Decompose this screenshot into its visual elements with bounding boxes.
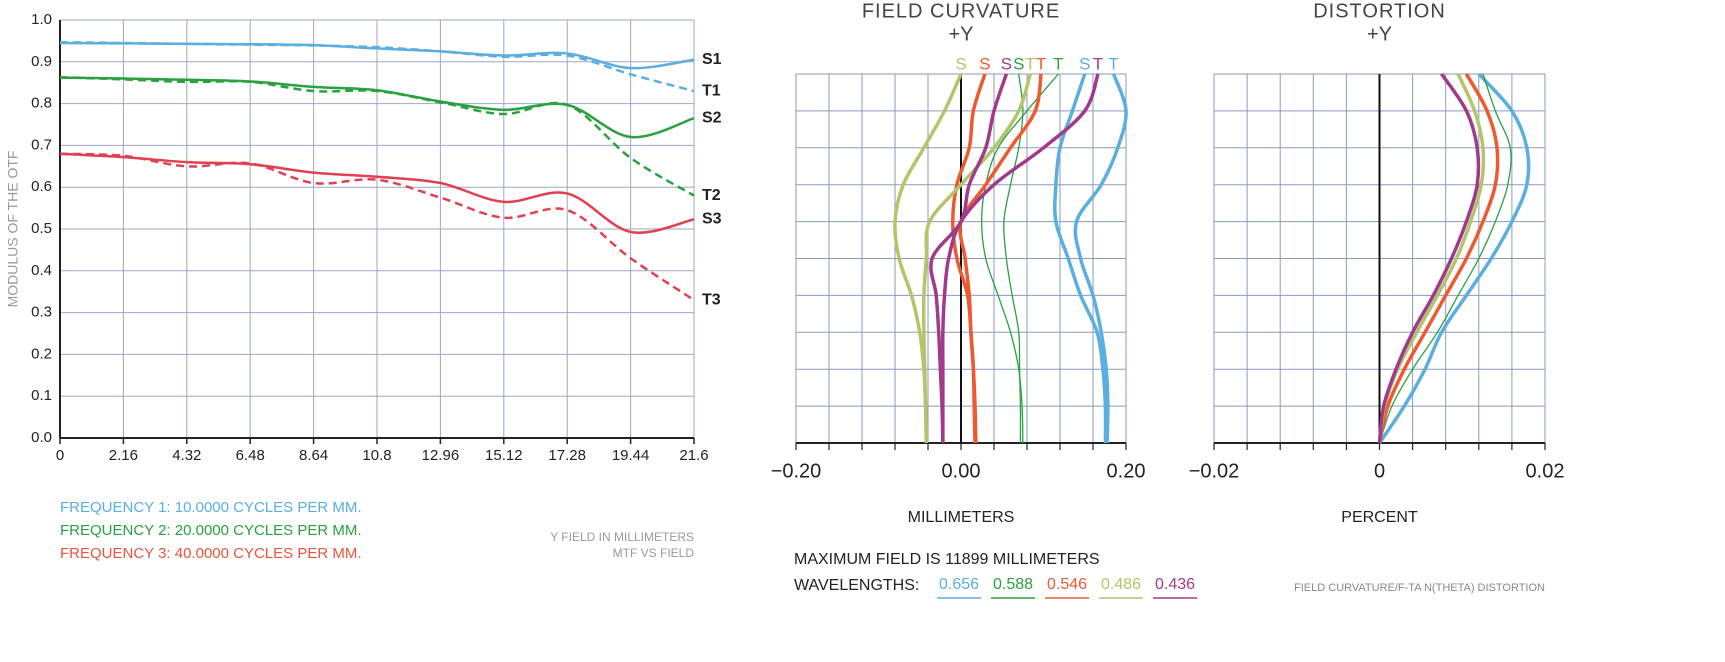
- profile-curve: [1378, 72, 1531, 444]
- frequency-note: FREQUENCY 2: 20.0000 CYCLES PER MM.: [60, 522, 362, 539]
- series-label: S3: [702, 211, 722, 228]
- curve-label: T: [1093, 54, 1103, 73]
- curve-label: T: [1036, 54, 1046, 73]
- curve-label: T: [1108, 54, 1118, 73]
- wavelength: 0.436: [1155, 576, 1195, 593]
- curve-label: S: [1013, 54, 1024, 73]
- curve-label: S: [979, 54, 990, 73]
- profile-curve: [921, 73, 1032, 444]
- wavelengths-label: WAVELENGTHS:: [794, 577, 919, 594]
- y-tick-label: 0.5: [31, 220, 52, 237]
- y-tick-label: 0.9: [31, 53, 52, 70]
- wavelength: 0.588: [993, 576, 1033, 593]
- x-tick-label: 8.64: [299, 447, 328, 464]
- x-tick-label: 19.44: [612, 447, 650, 464]
- x-tick-label: 21.6: [679, 447, 708, 464]
- y-tick-label: 0.7: [31, 136, 52, 153]
- frequency-note: FREQUENCY 1: 10.0000 CYCLES PER MM.: [60, 499, 362, 516]
- wavelength: 0.656: [939, 576, 979, 593]
- series-label: S2: [702, 109, 722, 126]
- x-tick-label: −0.20: [771, 460, 822, 482]
- x-axis-label: PERCENT: [1341, 509, 1418, 526]
- x-tick-label: 2.16: [109, 447, 138, 464]
- series-label: S1: [702, 51, 722, 68]
- x-tick-label: 17.28: [548, 447, 586, 464]
- profile-curve: [1377, 73, 1500, 444]
- y-tick-label: 0.8: [31, 95, 52, 112]
- curve-label: S: [955, 54, 966, 73]
- x-axis-label: MILLIMETERS: [908, 509, 1015, 526]
- x-tick-label: 10.8: [362, 447, 391, 464]
- mtf-curve: [59, 76, 695, 197]
- y-tick-label: 0.0: [31, 429, 52, 446]
- x-tick-label: −0.02: [1189, 460, 1240, 482]
- x-tick-label: 12.96: [422, 447, 460, 464]
- profile-curve: [958, 73, 1043, 444]
- curve-label: S: [1079, 54, 1090, 73]
- x-tick-label: 4.32: [172, 447, 201, 464]
- y-tick-label: 0.4: [31, 262, 52, 279]
- profile-curve: [980, 73, 1059, 444]
- series-label: T1: [702, 82, 721, 99]
- profile-curve: [1053, 73, 1108, 444]
- y-tick-label: 0.3: [31, 304, 52, 321]
- profile-curve: [929, 73, 1009, 444]
- chart-subtitle: +Y: [1367, 23, 1392, 45]
- x-tick-label: 0: [56, 447, 64, 464]
- curve-label: S: [1001, 54, 1012, 73]
- x-tick-label: 0.02: [1526, 460, 1565, 482]
- y-tick-label: 0.1: [31, 387, 52, 404]
- profile-curve: [1073, 73, 1128, 444]
- curve-label: T: [1025, 54, 1035, 73]
- y-axis-label: MODULUS OF THE OTF: [5, 151, 21, 308]
- mtf-curve: [59, 152, 695, 234]
- profile-curve: [1378, 73, 1512, 444]
- wavelength: 0.486: [1101, 576, 1141, 593]
- x-tick-label: 0: [1374, 460, 1385, 482]
- y-tick-label: 0.2: [31, 345, 52, 362]
- chart-title: FIELD CURVATURE: [862, 0, 1060, 22]
- series-label: T2: [702, 187, 721, 204]
- chart-title: DISTORTION: [1313, 0, 1446, 22]
- caption: FIELD CURVATURE/F-TA N(THETA) DISTORTION: [1294, 582, 1545, 594]
- profile-curve: [940, 73, 1100, 444]
- curve-label: T: [1053, 54, 1063, 73]
- profile-curve: [1377, 73, 1481, 444]
- chart-title: MTF VS FIELD: [613, 546, 695, 560]
- mtf-curve: [59, 40, 695, 93]
- chart-subtitle: +Y: [948, 23, 973, 45]
- x-tick-label: 6.48: [236, 447, 265, 464]
- y-tick-label: 1.0: [31, 11, 52, 28]
- y-tick-label: 0.6: [31, 178, 52, 195]
- x-tick-label: 0.00: [942, 460, 981, 482]
- frequency-note: FREQUENCY 3: 40.0000 CYCLES PER MM.: [60, 545, 362, 562]
- wavelength: 0.546: [1047, 576, 1087, 593]
- max-field-note: MAXIMUM FIELD IS 11899 MILLIMETERS: [794, 551, 1100, 568]
- x-axis-label: Y FIELD IN MILLIMETERS: [550, 530, 694, 544]
- series-label: T3: [702, 291, 721, 308]
- x-tick-label: 15.12: [485, 447, 523, 464]
- x-tick-label: 0.20: [1107, 460, 1146, 482]
